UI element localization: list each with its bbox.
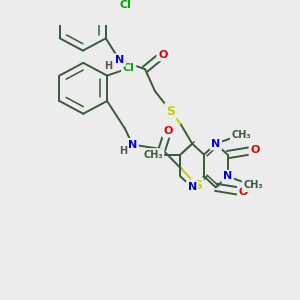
Text: N: N — [211, 139, 220, 149]
Text: O: O — [250, 145, 260, 155]
Text: H: H — [119, 146, 127, 156]
Text: S: S — [166, 104, 175, 118]
Text: N: N — [188, 182, 197, 192]
Text: N: N — [128, 140, 137, 150]
Text: CH₃: CH₃ — [232, 130, 251, 140]
Text: H: H — [104, 61, 112, 70]
Text: O: O — [158, 50, 167, 60]
Text: Cl: Cl — [123, 63, 135, 73]
Text: O: O — [238, 187, 248, 197]
Text: S: S — [193, 179, 202, 192]
Text: N: N — [115, 55, 124, 65]
Text: Cl: Cl — [119, 0, 131, 10]
Text: N: N — [223, 171, 232, 182]
Text: O: O — [163, 126, 172, 136]
Text: CH₃: CH₃ — [143, 150, 163, 160]
Text: CH₃: CH₃ — [243, 181, 263, 190]
